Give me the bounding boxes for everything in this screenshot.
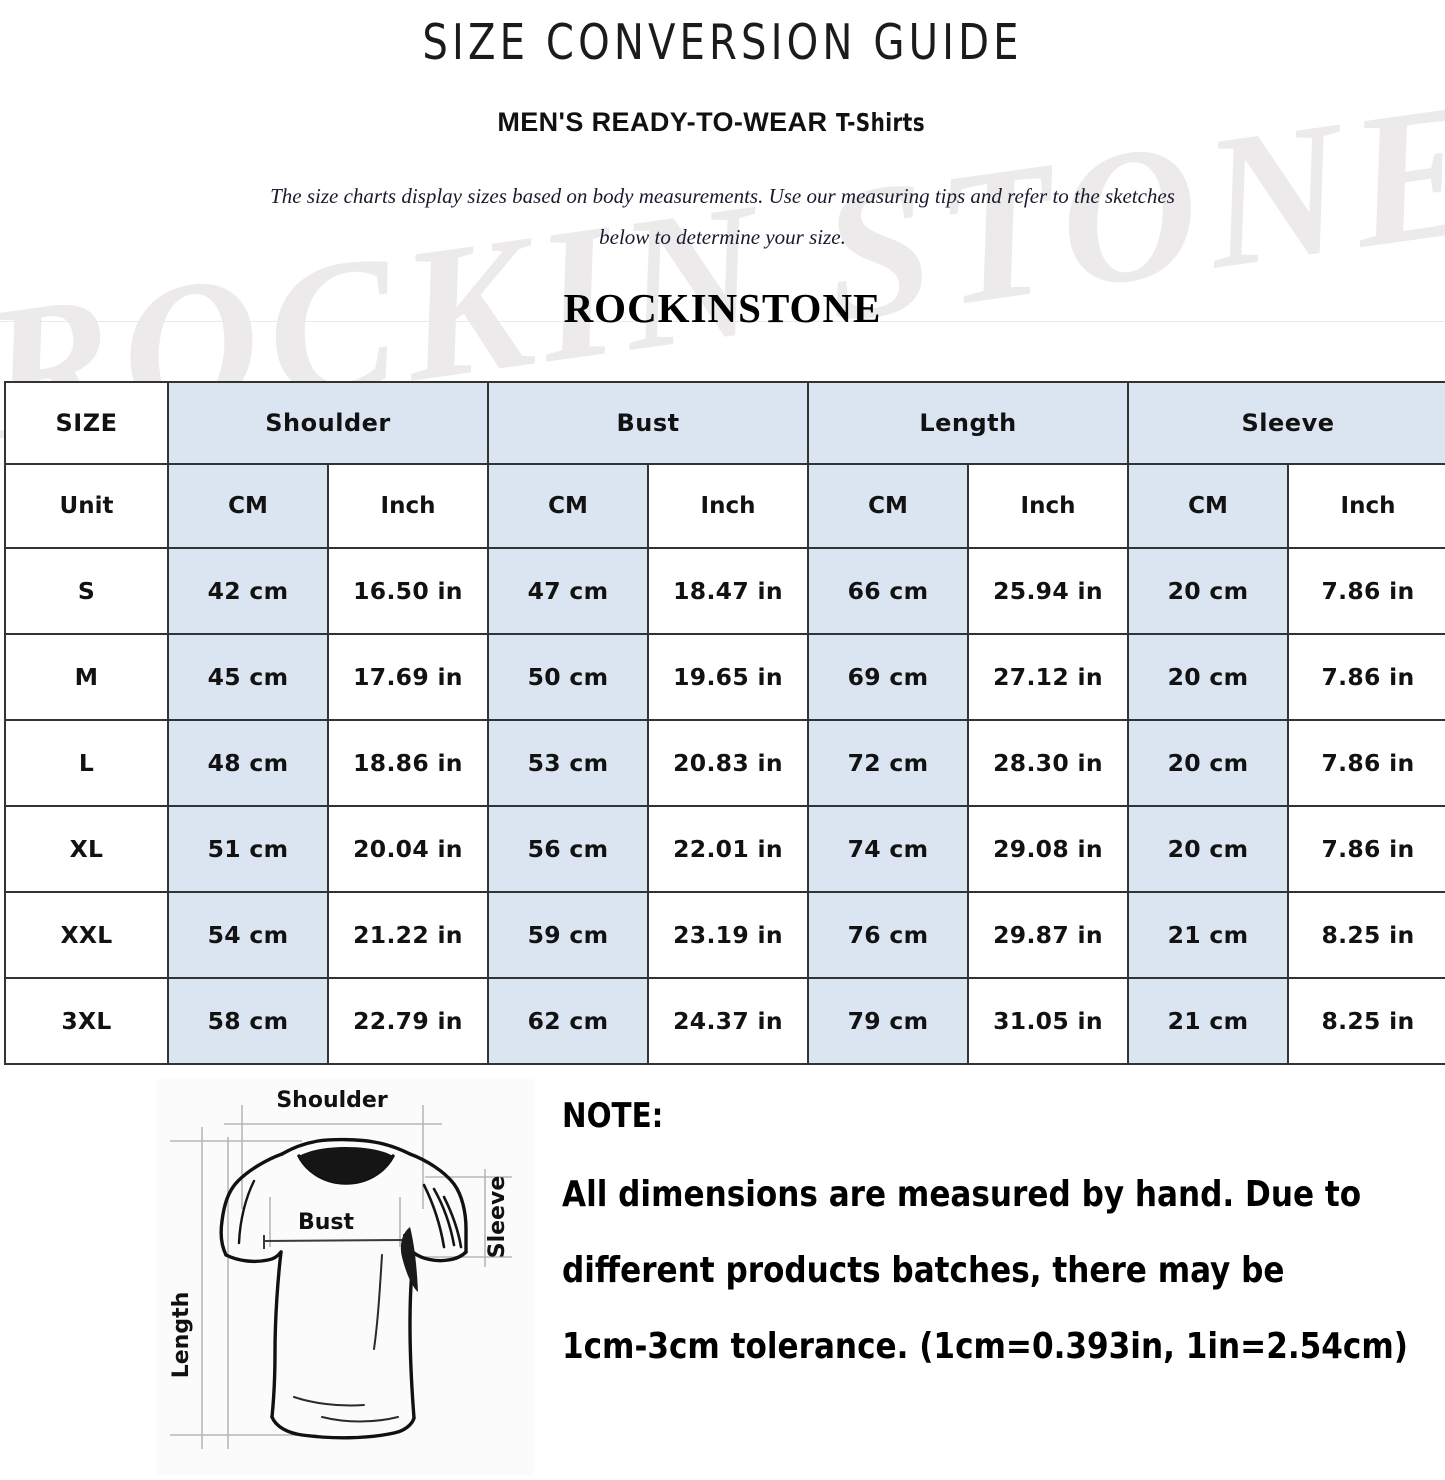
table-row: XXL 54 cm 21.22 in 59 cm 23.19 in 76 cm … (4, 890, 1445, 979)
header-unit: Unit (4, 462, 169, 549)
cell-sleeve-inch: 7.86 in (1287, 718, 1445, 807)
page-title: SIZE CONVERSION GUIDE (422, 14, 1023, 71)
unit-bust-cm: CM (487, 462, 649, 549)
unit-length-inch: Inch (967, 462, 1130, 549)
table-row: M 45 cm 17.69 in 50 cm 19.65 in 69 cm 27… (4, 632, 1445, 721)
cell-bust-inch: 20.83 in (646, 718, 810, 807)
bottom-section: Shoulder Bust Length Sleeve NOTE: All di… (0, 1077, 1445, 1475)
note-line-3: 1cm-3cm tolerance. (1cm=0.393in, 1in=2.5… (562, 1325, 1408, 1367)
cell-shoulder-cm: 42 cm (167, 546, 329, 635)
tshirt-measurement-diagram: Shoulder Bust Length Sleeve (142, 1077, 534, 1475)
diagram-label-sleeve: Sleeve (485, 1176, 510, 1259)
cell-bust-inch: 23.19 in (646, 890, 810, 979)
cell-length-cm: 69 cm (807, 632, 970, 721)
cell-bust-cm: 53 cm (487, 718, 649, 807)
unit-shoulder-inch: Inch (327, 462, 489, 549)
table-group-header-row: SIZE Shoulder Bust Length Sleeve (4, 380, 1445, 465)
note-line-2: different products batches, there may be (562, 1249, 1285, 1291)
cell-length-inch: 29.87 in (967, 890, 1130, 979)
cell-size: S (4, 546, 169, 635)
diagram-label-shoulder: Shoulder (276, 1088, 387, 1113)
unit-bust-inch: Inch (646, 462, 810, 549)
cell-sleeve-cm: 20 cm (1127, 804, 1290, 893)
table-row: S 42 cm 16.50 in 47 cm 18.47 in 66 cm 25… (4, 546, 1445, 635)
unit-shoulder-cm: CM (167, 462, 329, 549)
cell-bust-cm: 62 cm (487, 976, 649, 1065)
cell-shoulder-cm: 58 cm (167, 976, 329, 1065)
description: The size charts display sizes based on b… (218, 176, 1228, 258)
cell-size: M (4, 632, 169, 721)
table-row: 3XL 58 cm 22.79 in 62 cm 24.37 in 79 cm … (4, 976, 1445, 1065)
cell-sleeve-inch: 7.86 in (1287, 546, 1445, 635)
cell-sleeve-inch: 8.25 in (1287, 890, 1445, 979)
cell-length-cm: 72 cm (807, 718, 970, 807)
header-divider (0, 321, 1445, 322)
unit-length-cm: CM (807, 462, 970, 549)
description-line-1: The size charts display sizes based on b… (270, 184, 1175, 208)
note-heading: NOTE: (562, 1095, 664, 1136)
cell-size: 3XL (4, 976, 169, 1065)
header-group-shoulder: Shoulder (167, 380, 489, 465)
cell-bust-cm: 56 cm (487, 804, 649, 893)
cell-shoulder-inch: 17.69 in (327, 632, 489, 721)
brand-name: ROCKINSTONE (563, 284, 882, 331)
unit-sleeve-inch: Inch (1287, 462, 1445, 549)
cell-length-cm: 79 cm (807, 976, 970, 1065)
cell-shoulder-cm: 51 cm (167, 804, 329, 893)
header-group-bust: Bust (486, 380, 810, 465)
subtitle-item: T-Shirts (836, 108, 926, 137)
cell-bust-cm: 50 cm (487, 632, 649, 721)
header-group-length: Length (807, 380, 1130, 465)
cell-sleeve-cm: 21 cm (1127, 976, 1290, 1065)
table-unit-row: Unit CM Inch CM Inch CM Inch CM Inch (4, 462, 1445, 549)
cell-shoulder-cm: 45 cm (167, 632, 329, 721)
cell-bust-inch: 19.65 in (646, 632, 810, 721)
cell-length-inch: 27.12 in (967, 632, 1130, 721)
cell-shoulder-inch: 22.79 in (327, 976, 489, 1065)
cell-bust-cm: 59 cm (487, 890, 649, 979)
cell-length-cm: 76 cm (807, 890, 970, 979)
unit-sleeve-cm: CM (1127, 462, 1290, 549)
cell-length-inch: 31.05 in (967, 976, 1130, 1065)
cell-sleeve-inch: 7.86 in (1287, 804, 1445, 893)
cell-length-cm: 66 cm (807, 546, 970, 635)
subtitle-main: MEN'S READY-TO-WEAR (497, 107, 828, 137)
cell-length-cm: 74 cm (807, 804, 970, 893)
header-size: SIZE (4, 380, 169, 465)
table-row: L 48 cm 18.86 in 53 cm 20.83 in 72 cm 28… (4, 718, 1445, 807)
cell-size: XL (4, 804, 169, 893)
cell-bust-inch: 24.37 in (646, 976, 810, 1065)
cell-shoulder-cm: 48 cm (167, 718, 329, 807)
note-block: NOTE: All dimensions are measured by han… (562, 1099, 1422, 1405)
size-conversion-table: SIZE Shoulder Bust Length Sleeve Unit CM… (4, 380, 1445, 1065)
cell-sleeve-cm: 20 cm (1127, 546, 1290, 635)
cell-sleeve-inch: 8.25 in (1287, 976, 1445, 1065)
cell-shoulder-inch: 21.22 in (327, 890, 489, 979)
cell-shoulder-cm: 54 cm (167, 890, 329, 979)
header-group-sleeve: Sleeve (1127, 380, 1445, 465)
cell-sleeve-cm: 20 cm (1127, 632, 1290, 721)
cell-shoulder-inch: 18.86 in (327, 718, 489, 807)
cell-length-inch: 29.08 in (967, 804, 1130, 893)
cell-length-inch: 28.30 in (967, 718, 1130, 807)
cell-sleeve-cm: 20 cm (1127, 718, 1290, 807)
cell-bust-inch: 18.47 in (646, 546, 810, 635)
cell-bust-cm: 47 cm (487, 546, 649, 635)
note-line-1: All dimensions are measured by hand. Due… (562, 1173, 1362, 1215)
diagram-label-bust: Bust (298, 1210, 355, 1235)
diagram-label-length: Length (169, 1292, 194, 1379)
page-root: SIZE CONVERSION GUIDE MEN'S READY-TO-WEA… (0, 14, 1445, 1475)
cell-size: XXL (4, 890, 169, 979)
page-subtitle: MEN'S READY-TO-WEAR T-Shirts (0, 107, 1445, 138)
cell-bust-inch: 22.01 in (646, 804, 810, 893)
description-line-2: below to determine your size. (599, 224, 846, 249)
cell-sleeve-cm: 21 cm (1127, 890, 1290, 979)
cell-sleeve-inch: 7.86 in (1287, 632, 1445, 721)
table-row: XL 51 cm 20.04 in 56 cm 22.01 in 74 cm 2… (4, 804, 1445, 893)
cell-size: L (4, 718, 169, 807)
cell-shoulder-inch: 20.04 in (327, 804, 489, 893)
cell-shoulder-inch: 16.50 in (327, 546, 489, 635)
cell-length-inch: 25.94 in (967, 546, 1130, 635)
